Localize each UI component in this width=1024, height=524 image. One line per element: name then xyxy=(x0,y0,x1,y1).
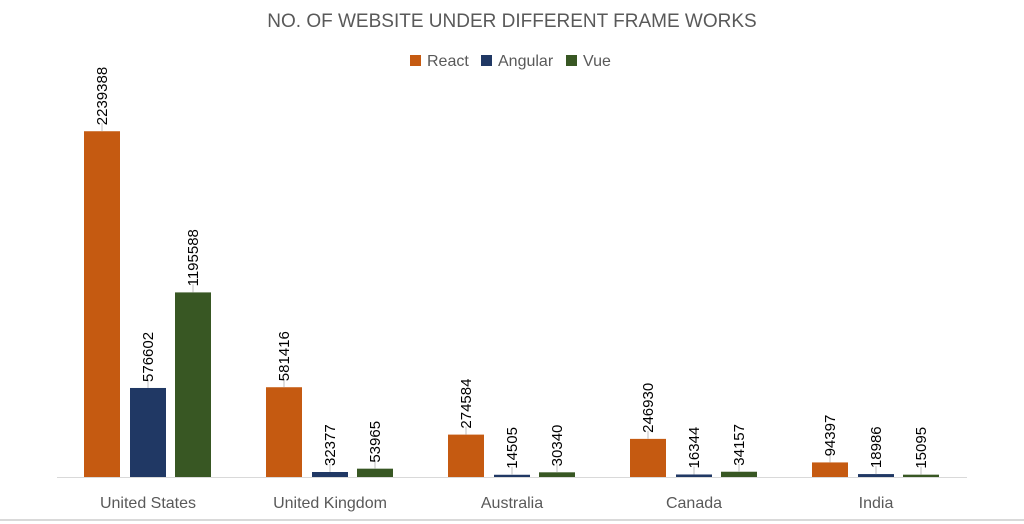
data-label: 2239388 xyxy=(94,67,111,125)
bar-react xyxy=(630,438,666,477)
data-label: 581416 xyxy=(276,331,293,381)
data-label: 1195588 xyxy=(185,229,202,286)
data-label: 14505 xyxy=(504,427,521,469)
bar-angular xyxy=(494,474,530,477)
bar-angular xyxy=(676,474,712,477)
bar-react xyxy=(84,131,120,477)
x-tick-label: United Kingdom xyxy=(273,495,387,512)
data-label: 274584 xyxy=(458,379,475,429)
bar-vue xyxy=(175,292,211,477)
bottom-divider xyxy=(0,519,1024,521)
bar-react xyxy=(812,462,848,477)
legend-label-vue: Vue xyxy=(583,53,611,70)
bar-react xyxy=(448,434,484,477)
data-label: 576602 xyxy=(140,332,157,382)
bar-react xyxy=(266,387,302,477)
legend-label-angular: Angular xyxy=(498,53,554,70)
bar-vue xyxy=(357,468,393,477)
x-tick-label: United States xyxy=(100,495,196,512)
data-label: 18986 xyxy=(868,426,885,468)
legend-label-react: React xyxy=(427,53,469,70)
legend-swatch-angular xyxy=(481,55,492,66)
data-label: 246930 xyxy=(640,383,657,433)
bar-angular xyxy=(312,472,348,477)
data-label: 34157 xyxy=(731,424,748,466)
data-label: 16344 xyxy=(686,427,703,469)
data-label: 15095 xyxy=(913,427,930,469)
data-label: 94397 xyxy=(822,415,839,457)
data-label: 32377 xyxy=(322,424,339,466)
legend-swatch-vue xyxy=(566,55,577,66)
bar-angular xyxy=(130,387,166,477)
bar-vue xyxy=(539,472,575,477)
bar-angular xyxy=(858,474,894,477)
x-tick-label: Australia xyxy=(481,495,543,512)
chart-title: NO. OF WEBSITE UNDER DIFFERENT FRAME WOR… xyxy=(267,11,756,32)
bar-vue xyxy=(903,474,939,477)
bar-vue xyxy=(721,471,757,477)
data-label: 30340 xyxy=(549,425,566,467)
x-tick-label: Canada xyxy=(666,495,722,512)
x-tick-label: India xyxy=(859,495,894,512)
legend-swatch-react xyxy=(410,55,421,66)
data-label: 53965 xyxy=(367,421,384,463)
